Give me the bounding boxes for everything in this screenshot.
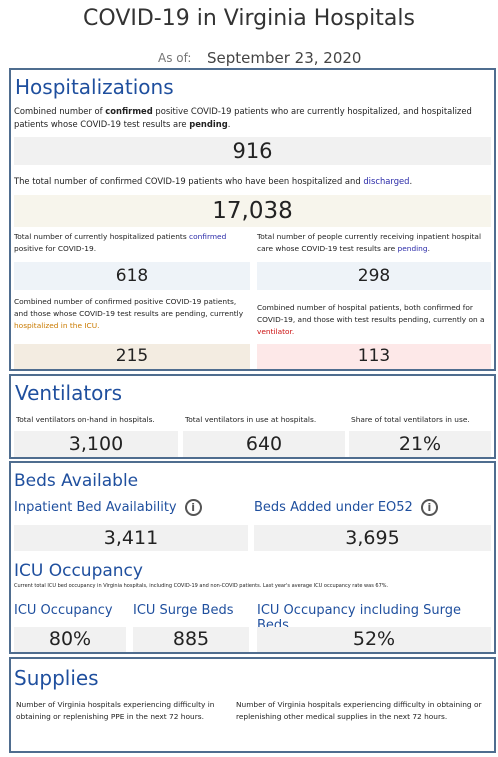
hospitalizations-panel: Hospitalizations Combined number of conf… [9,68,496,371]
text: confirmed [189,232,227,241]
text: positive for COVID-19. [14,244,97,253]
supplies-panel: Supplies Number of Virginia hospitals ex… [9,657,496,753]
description: Combined number of confirmed positive CO… [14,105,484,131]
label: Number of Virginia hospitals experiencin… [16,700,215,721]
info-icon[interactable]: i [420,499,438,516]
value: 80% [14,627,126,652]
description: Combined number of hospital patients, bo… [257,302,492,338]
label: Total ventilators on-hand in hospitals. [16,415,155,424]
text: pending [397,244,428,253]
description: Combined number of confirmed positive CO… [14,296,250,332]
text: Inpatient Bed Availability [14,500,177,515]
value: 916 [14,137,491,165]
info-icon[interactable]: i [184,499,202,516]
section-title: ICU Occupancy [14,561,143,581]
value: 52% [257,627,491,652]
text: confirmed [105,106,153,116]
description: Total number of people currently receivi… [257,231,492,255]
section-title: Beds Available [14,471,139,491]
as-of-label: As of: [158,51,192,65]
value: 215 [14,344,250,369]
date: September 23, 2020 [207,49,362,67]
text: pending [189,119,228,129]
value: 3,695 [254,525,491,551]
beds-panel: Beds Available Inpatient Bed Availabilit… [9,461,496,654]
title: COVID-19 in Virginia Hospitals [83,6,415,31]
label: ICU Surge Beds [133,603,234,618]
description: The total number of confirmed COVID-19 p… [14,175,484,188]
text: . [409,176,413,186]
text: Combined number of hospital patients, bo… [257,303,485,324]
text: positive COVID-19 patients who are curre… [14,106,472,129]
text: Total number of currently hospitalized p… [14,232,190,241]
value: 618 [14,262,250,290]
value: 21% [349,431,491,457]
value: 3,100 [14,431,178,457]
text: Beds Added under EO52 [254,500,413,515]
text: hospitalized in the ICU. [14,321,100,330]
value: 298 [257,262,491,290]
text: Combined number of confirmed positive CO… [14,297,244,318]
value: 113 [257,344,491,369]
section-title: Supplies [14,666,99,690]
label: Share of total ventilators in use. [351,415,470,424]
text: . [427,244,430,253]
value: 640 [183,431,345,457]
section-title: Ventilators [15,381,123,405]
note: Current total ICU bed occupancy in Virgi… [14,583,389,589]
label: Beds Added under EO52 i [254,499,438,516]
value: 17,038 [14,195,491,227]
label: Inpatient Bed Availability i [14,499,202,516]
text: ventilator. [257,327,295,336]
text: Combined number of [14,106,106,116]
ventilators-panel: Ventilators Total ventilators on-hand in… [9,374,496,459]
label: Number of Virginia hospitals experiencin… [236,700,482,721]
label: ICU Occupancy [14,603,113,618]
value: 3,411 [14,525,248,551]
label: Total ventilators in use at hospitals. [185,415,317,424]
text: Total number of people currently receivi… [257,232,482,253]
text: . [227,119,231,129]
section-title: Hospitalizations [15,75,174,99]
text: discharged [363,176,410,186]
text: The total number of confirmed COVID-19 p… [14,176,364,186]
value: 885 [133,627,249,652]
description: Total number of currently hospitalized p… [14,231,244,255]
